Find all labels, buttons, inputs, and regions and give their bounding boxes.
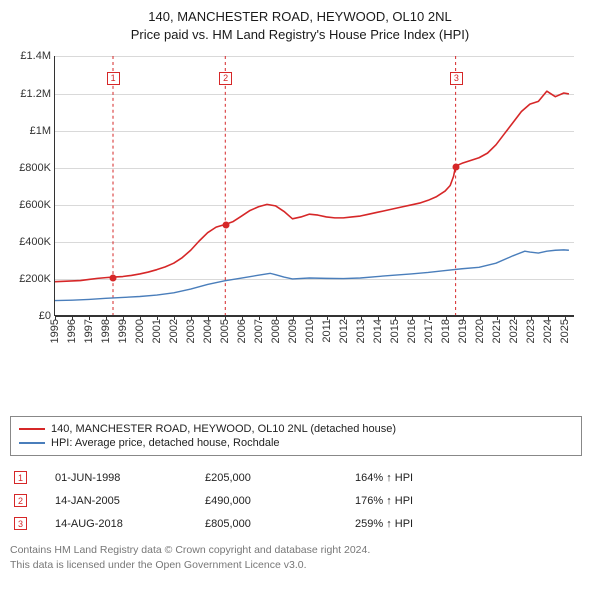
x-tick-label: 2021	[491, 319, 503, 343]
chart-lines	[55, 56, 574, 315]
sale-row: 2 14-JAN-2005£490,000176% ↑ HPI	[10, 489, 582, 512]
x-tick-label: 2015	[389, 319, 401, 343]
x-tick-label: 2010	[304, 319, 316, 343]
sale-hpi: 176% ↑ HPI	[355, 495, 413, 507]
sale-date: 14-AUG-2018	[55, 518, 205, 530]
x-tick-label: 1997	[83, 319, 95, 343]
sale-date: 01-JUN-1998	[55, 472, 205, 484]
x-tick-label: 2016	[406, 319, 418, 343]
x-tick-label: 1998	[100, 319, 112, 343]
sale-dot	[110, 275, 117, 282]
legend-row: HPI: Average price, detached house, Roch…	[19, 436, 573, 450]
sale-row-marker: 3	[14, 517, 27, 530]
x-tick-label: 2001	[151, 319, 163, 343]
sale-hpi: 164% ↑ HPI	[355, 472, 413, 484]
x-tick-label: 2018	[440, 319, 452, 343]
x-tick-label: 1996	[66, 319, 78, 343]
legend-label: 140, MANCHESTER ROAD, HEYWOOD, OL10 2NL …	[51, 423, 396, 435]
sale-dot	[453, 163, 460, 170]
chart-footer: Contains HM Land Registry data © Crown c…	[10, 543, 582, 571]
sale-price: £205,000	[205, 472, 355, 484]
series-line-price_paid	[55, 92, 569, 283]
x-tick-label: 2020	[474, 319, 486, 343]
y-tick-label: £1.4M	[20, 50, 51, 62]
x-tick-label: 2022	[508, 319, 520, 343]
y-tick-label: £1.2M	[20, 88, 51, 100]
x-tick-label: 2012	[338, 319, 350, 343]
sale-price: £490,000	[205, 495, 355, 507]
sale-row-marker: 1	[14, 471, 27, 484]
y-tick-label: £200K	[19, 273, 51, 285]
x-tick-label: 2023	[525, 319, 537, 343]
x-tick-label: 2014	[372, 319, 384, 343]
footer-line-2: This data is licensed under the Open Gov…	[10, 558, 582, 572]
sale-row-marker: 2	[14, 494, 27, 507]
sale-date: 14-JAN-2005	[55, 495, 205, 507]
chart-title-line1: 140, MANCHESTER ROAD, HEYWOOD, OL10 2NL	[10, 8, 590, 26]
sale-dot	[222, 222, 229, 229]
plot-region: £0£200K£400K£600K£800K£1M£1.2M£1.4M19951…	[54, 56, 574, 316]
x-tick-label: 2002	[168, 319, 180, 343]
x-tick-label: 2007	[253, 319, 265, 343]
legend-label: HPI: Average price, detached house, Roch…	[51, 437, 280, 449]
legend-swatch	[19, 428, 45, 430]
x-tick-label: 2003	[185, 319, 197, 343]
x-tick-label: 2009	[287, 319, 299, 343]
x-tick-label: 2017	[423, 319, 435, 343]
chart-title-line2: Price paid vs. HM Land Registry's House …	[10, 26, 590, 44]
sale-row: 3 14-AUG-2018£805,000259% ↑ HPI	[10, 512, 582, 535]
x-tick-label: 2024	[542, 319, 554, 343]
price-chart-container: 140, MANCHESTER ROAD, HEYWOOD, OL10 2NL …	[0, 0, 600, 580]
y-tick-label: £400K	[19, 236, 51, 248]
y-tick-label: £800K	[19, 162, 51, 174]
chart-legend: 140, MANCHESTER ROAD, HEYWOOD, OL10 2NL …	[10, 416, 582, 456]
x-tick-label: 2004	[202, 319, 214, 343]
y-tick-label: £1M	[30, 125, 51, 137]
sale-hpi: 259% ↑ HPI	[355, 518, 413, 530]
y-tick-label: £600K	[19, 199, 51, 211]
sale-row: 1 01-JUN-1998£205,000164% ↑ HPI	[10, 466, 582, 489]
x-tick-label: 2013	[355, 319, 367, 343]
footer-line-1: Contains HM Land Registry data © Crown c…	[10, 543, 582, 557]
x-tick-label: 2008	[270, 319, 282, 343]
chart-area: £0£200K£400K£600K£800K£1M£1.2M£1.4M19951…	[10, 50, 582, 370]
legend-swatch	[19, 442, 45, 444]
x-tick-label: 2005	[219, 319, 231, 343]
x-tick-label: 2019	[457, 319, 469, 343]
x-tick-label: 2000	[134, 319, 146, 343]
sale-marker-box: 3	[450, 72, 463, 85]
sale-marker-box: 1	[107, 72, 120, 85]
x-tick-label: 1995	[49, 319, 61, 343]
x-tick-label: 2011	[321, 319, 333, 343]
x-tick-label: 2025	[559, 319, 571, 343]
sale-marker-box: 2	[219, 72, 232, 85]
x-tick-label: 1999	[117, 319, 129, 343]
legend-row: 140, MANCHESTER ROAD, HEYWOOD, OL10 2NL …	[19, 422, 573, 436]
sales-table: 1 01-JUN-1998£205,000164% ↑ HPI 2 14-JAN-20…	[10, 466, 582, 535]
sale-price: £805,000	[205, 518, 355, 530]
x-tick-label: 2006	[236, 319, 248, 343]
